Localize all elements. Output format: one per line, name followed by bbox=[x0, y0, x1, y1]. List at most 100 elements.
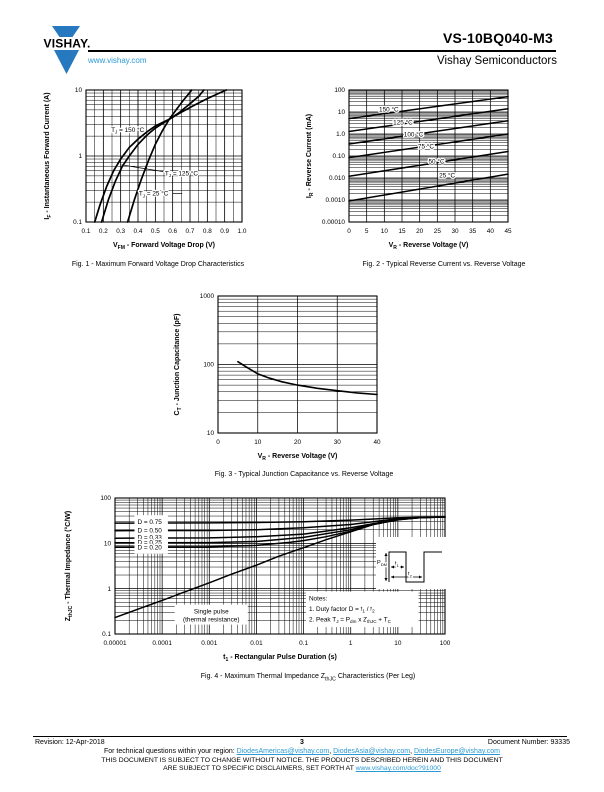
figure-4-thermal-impedance-chart: D = 0.75 D = 0.50 D = 0.33 D = 0.25 D = 0.20… bbox=[58, 492, 558, 682]
fig4-annotation-label: D = 0.25 bbox=[137, 539, 162, 546]
fig4-annotation-label: Notes: bbox=[309, 595, 328, 602]
vishay-logo-wordmark: VISHAY. bbox=[44, 37, 91, 51]
svg-text:PDM: PDM bbox=[377, 560, 388, 567]
footer-disclaimer-line2: ARE SUBJECT TO SPECIFIC DISCLAIMERS, SET… bbox=[0, 765, 604, 772]
fig1-caption: Fig. 1 - Maximum Forward Voltage Drop Ch… bbox=[71, 261, 245, 268]
fig2-curve bbox=[348, 173, 509, 202]
fig4-tick-labels: 0.00001 0.0001 0.001 0.01 0.1 1 10 100 100 10 1 0.1 bbox=[100, 495, 450, 647]
fig1-annotation-label: TJ = 25 °C bbox=[139, 190, 169, 199]
fig3-y-axis-title: CT - Junction Capacitance (pF) bbox=[174, 314, 183, 416]
footer-document-number: Document Number: 93335 bbox=[487, 739, 570, 746]
fig1-tick-labels: 0.1 0.2 0.3 0.4 0.5 0.6 0.7 0.8 0.9 1.0 10 1 0.1 bbox=[73, 87, 247, 235]
fig3-curve bbox=[237, 360, 378, 396]
fig2-annotation-label: 25 °C bbox=[439, 172, 455, 180]
fig4-annotation-label: D = 0.50 bbox=[137, 527, 162, 534]
svg-text:0.8: 0.8 bbox=[203, 228, 212, 235]
fig1-annotations: TJ = 150 °C TJ = 125 °C TJ = 25 °C bbox=[110, 125, 200, 200]
fig4-caption: Fig. 4 - Maximum Thermal Impedance ZthJC… bbox=[200, 673, 416, 683]
svg-text:0.10: 0.10 bbox=[333, 153, 346, 160]
svg-text:0.1: 0.1 bbox=[102, 631, 111, 638]
svg-text:10: 10 bbox=[254, 439, 262, 446]
svg-text:100: 100 bbox=[203, 362, 214, 369]
division-name: Vishay Semiconductors bbox=[437, 55, 557, 67]
svg-text:0.01: 0.01 bbox=[250, 640, 263, 647]
footer-links: DiodesAmericas@vishay.com, DiodesAsia@vi… bbox=[236, 748, 500, 755]
svg-text:0.7: 0.7 bbox=[186, 228, 195, 235]
footer-disclaimer-prefix: ARE SUBJECT TO SPECIFIC DISCLAIMERS, SET… bbox=[163, 765, 356, 772]
fig2-curve bbox=[348, 95, 509, 120]
footer-email-link-0[interactable]: DiodesAmericas@vishay.com bbox=[236, 748, 330, 755]
fig2-x-axis-title: VR - Reverse Voltage (V) bbox=[389, 242, 469, 251]
svg-text:0.001: 0.001 bbox=[201, 640, 217, 647]
svg-text:1: 1 bbox=[107, 586, 111, 593]
vishay-logo: VISHAY. bbox=[44, 26, 91, 74]
svg-text:10: 10 bbox=[381, 228, 389, 235]
footer-email-link-1[interactable]: DiodesAsia@vishay.com bbox=[333, 748, 411, 755]
website-link[interactable]: www.vishay.com bbox=[88, 56, 147, 65]
svg-text:0.0010: 0.0010 bbox=[325, 197, 345, 204]
svg-text:0.010: 0.010 bbox=[329, 175, 345, 182]
fig4-y-axis-title: ZthJC - Thermal Impedance (°C/W) bbox=[64, 511, 74, 621]
svg-text:1.0: 1.0 bbox=[238, 228, 247, 235]
fig3-series bbox=[237, 360, 378, 396]
fig1-chart: TJ = 150 °CTJ = 125 °CTJ = 25 °C0.1 0.2 0.… bbox=[44, 87, 247, 251]
part-number-title: VS-10BQ040-M3 bbox=[443, 30, 553, 46]
fig1-curve bbox=[93, 89, 228, 223]
fig2-y-axis-title: IR - Reverse Current (mA) bbox=[306, 114, 315, 198]
fig4-annotation-label: D = 0.33 bbox=[137, 534, 162, 541]
svg-text:20: 20 bbox=[416, 228, 424, 235]
fig4-annotation-label: 1. Duty factor D = t1 / t2 bbox=[309, 606, 375, 614]
fig2-annotation-label: 75 °C bbox=[418, 143, 434, 151]
svg-text:0.1: 0.1 bbox=[73, 219, 82, 226]
fig1-curve bbox=[100, 89, 205, 223]
fig4-x-axis-title: t1 - Rectangular Pulse Duration (s) bbox=[223, 654, 337, 663]
footer-revision: Revision: 12-Apr-2018 bbox=[35, 739, 105, 746]
fig1-series bbox=[93, 89, 228, 223]
fig4-chart: D = 0.75D = 0.50D = 0.33D = 0.25D = 0.20… bbox=[64, 495, 451, 663]
fig2-annotation-label: 125 °C bbox=[393, 119, 413, 127]
fig4-annotation-label: (thermal resistance) bbox=[183, 616, 239, 623]
svg-text:10: 10 bbox=[338, 109, 346, 116]
svg-text:30: 30 bbox=[451, 228, 459, 235]
footer-page-number: 3 bbox=[300, 739, 304, 746]
svg-text:0.00001: 0.00001 bbox=[103, 640, 127, 647]
svg-text:0.9: 0.9 bbox=[220, 228, 229, 235]
svg-text:25: 25 bbox=[434, 228, 442, 235]
vishay-logo-triangle-top bbox=[52, 26, 80, 37]
svg-text:10: 10 bbox=[394, 640, 402, 647]
fig2-annotation-label: 50 °C bbox=[429, 157, 445, 165]
svg-text:10: 10 bbox=[75, 87, 83, 94]
svg-text:100: 100 bbox=[334, 87, 345, 94]
svg-text:35: 35 bbox=[469, 228, 477, 235]
svg-text:0.3: 0.3 bbox=[116, 228, 125, 235]
fig4-inset-waveform: PDM t1 t2 bbox=[376, 537, 446, 589]
fig2-chart: 150 °C 125 °C 100 °C 75 °C 50 °C 25 °C 0 5 10 15 2… bbox=[306, 87, 512, 251]
fig4-curve bbox=[114, 516, 446, 619]
footer-email-link-2[interactable]: DiodesEurope@vishay.com bbox=[414, 748, 500, 755]
footer-tech-line: For technical questions within your regi… bbox=[0, 748, 604, 755]
footer-doc-link[interactable]: www.vishay.com/doc?91000 bbox=[355, 765, 441, 772]
svg-text:0.1: 0.1 bbox=[82, 228, 91, 235]
svg-text:40: 40 bbox=[373, 439, 381, 446]
fig3-grid bbox=[217, 295, 378, 434]
svg-text:0: 0 bbox=[347, 228, 351, 235]
fig4-annotation-label: D = 0.20 bbox=[137, 544, 162, 551]
svg-text:0.00010: 0.00010 bbox=[322, 219, 346, 226]
svg-text:45: 45 bbox=[504, 228, 512, 235]
fig1-y-axis-title: IF - Instantaneous Forward Current (A) bbox=[44, 92, 53, 219]
svg-text:t1: t1 bbox=[395, 561, 400, 568]
svg-text:5: 5 bbox=[365, 228, 369, 235]
svg-text:10: 10 bbox=[207, 430, 215, 437]
fig4-annotation-label: 2. Peak TJ = Pdm x ZthJC + TC bbox=[309, 616, 392, 624]
svg-text:30: 30 bbox=[334, 439, 342, 446]
fig1-x-axis-title: VFM - Forward Voltage Drop (V) bbox=[113, 242, 215, 251]
svg-text:100: 100 bbox=[100, 495, 111, 502]
fig3-x-axis-title: VR - Reverse Voltage (V) bbox=[258, 453, 338, 462]
fig2-annotation-label: 150 °C bbox=[379, 106, 399, 114]
svg-text:0.6: 0.6 bbox=[168, 228, 177, 235]
fig2-curve bbox=[348, 133, 509, 159]
fig4-annotation-label: D = 0.75 bbox=[137, 519, 162, 526]
fig2-annotation-label: 100 °C bbox=[404, 131, 424, 139]
